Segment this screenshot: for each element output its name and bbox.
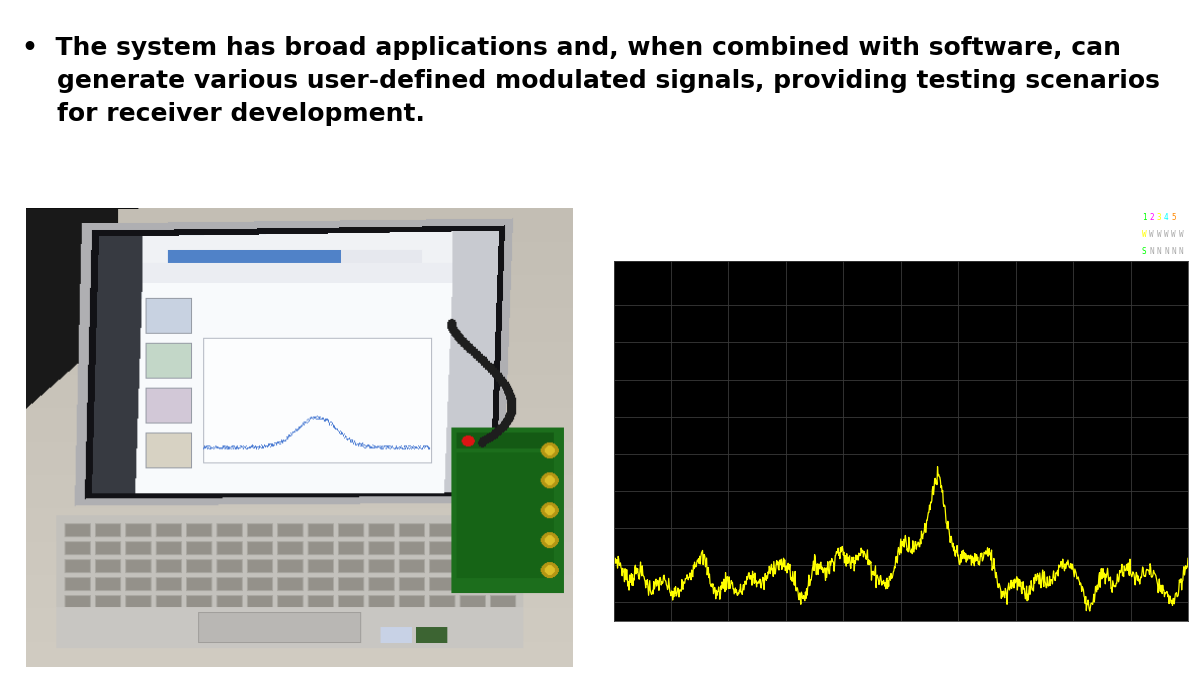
Text: N: N bbox=[1178, 246, 1183, 256]
Text: W: W bbox=[1171, 230, 1176, 239]
Text: W: W bbox=[1157, 230, 1162, 239]
Text: Log: Log bbox=[577, 302, 593, 311]
Text: VBW 180 kHz: VBW 180 kHz bbox=[820, 653, 888, 663]
Text: N: N bbox=[1164, 246, 1169, 256]
Text: Trig: Free Run: Trig: Free Run bbox=[881, 218, 956, 227]
Text: 5: 5 bbox=[1171, 213, 1176, 222]
Text: Input: RF: Input: RF bbox=[709, 218, 757, 227]
Text: N: N bbox=[1171, 246, 1176, 256]
Text: W: W bbox=[1142, 230, 1146, 239]
Text: TYPE: TYPE bbox=[1116, 230, 1134, 239]
Text: W: W bbox=[1178, 230, 1183, 239]
Text: Avg Type: Log-Pwr: Avg Type: Log-Pwr bbox=[991, 218, 1082, 227]
Text: Ref 0.00 dBm: Ref 0.00 dBm bbox=[577, 286, 637, 295]
Text: W: W bbox=[1164, 230, 1169, 239]
Text: DET: DET bbox=[1116, 246, 1129, 256]
Text: N: N bbox=[1150, 246, 1154, 256]
Text: PNO: Fast  →: PNO: Fast → bbox=[782, 218, 847, 227]
Text: 6: 6 bbox=[1178, 213, 1183, 222]
Text: N: N bbox=[1157, 246, 1162, 256]
Text: Sweep  2.40 ms (1001 pts): Sweep 2.40 ms (1001 pts) bbox=[912, 653, 1068, 663]
Text: W: W bbox=[1150, 230, 1154, 239]
Text: Res BW 180 kHz: Res BW 180 kHz bbox=[580, 653, 667, 663]
Text: 1: 1 bbox=[1142, 213, 1146, 222]
Text: TRACE: TRACE bbox=[1116, 213, 1139, 222]
Text: 3: 3 bbox=[1157, 213, 1162, 222]
Text: 2: 2 bbox=[1150, 213, 1154, 222]
Text: •  The system has broad applications and, when combined with software, can
    g: • The system has broad applications and,… bbox=[22, 36, 1159, 126]
Text: 4: 4 bbox=[1164, 213, 1169, 222]
Text: Avg|Hold> 100/100: Avg|Hold> 100/100 bbox=[991, 244, 1082, 254]
Text: Span  20.0000000 MHz: Span 20.0000000 MHz bbox=[580, 216, 730, 230]
Text: IFGain:Low: IFGain:Low bbox=[709, 244, 762, 254]
Text: 10 dB/div: 10 dB/div bbox=[577, 270, 623, 279]
Text: Center 1.57542 GHz: Center 1.57542 GHz bbox=[580, 629, 692, 639]
Text: Atten: 10 dB: Atten: 10 dB bbox=[782, 244, 847, 254]
Text: Span 20.00 MHz: Span 20.00 MHz bbox=[985, 629, 1073, 639]
Text: S: S bbox=[1142, 246, 1146, 256]
